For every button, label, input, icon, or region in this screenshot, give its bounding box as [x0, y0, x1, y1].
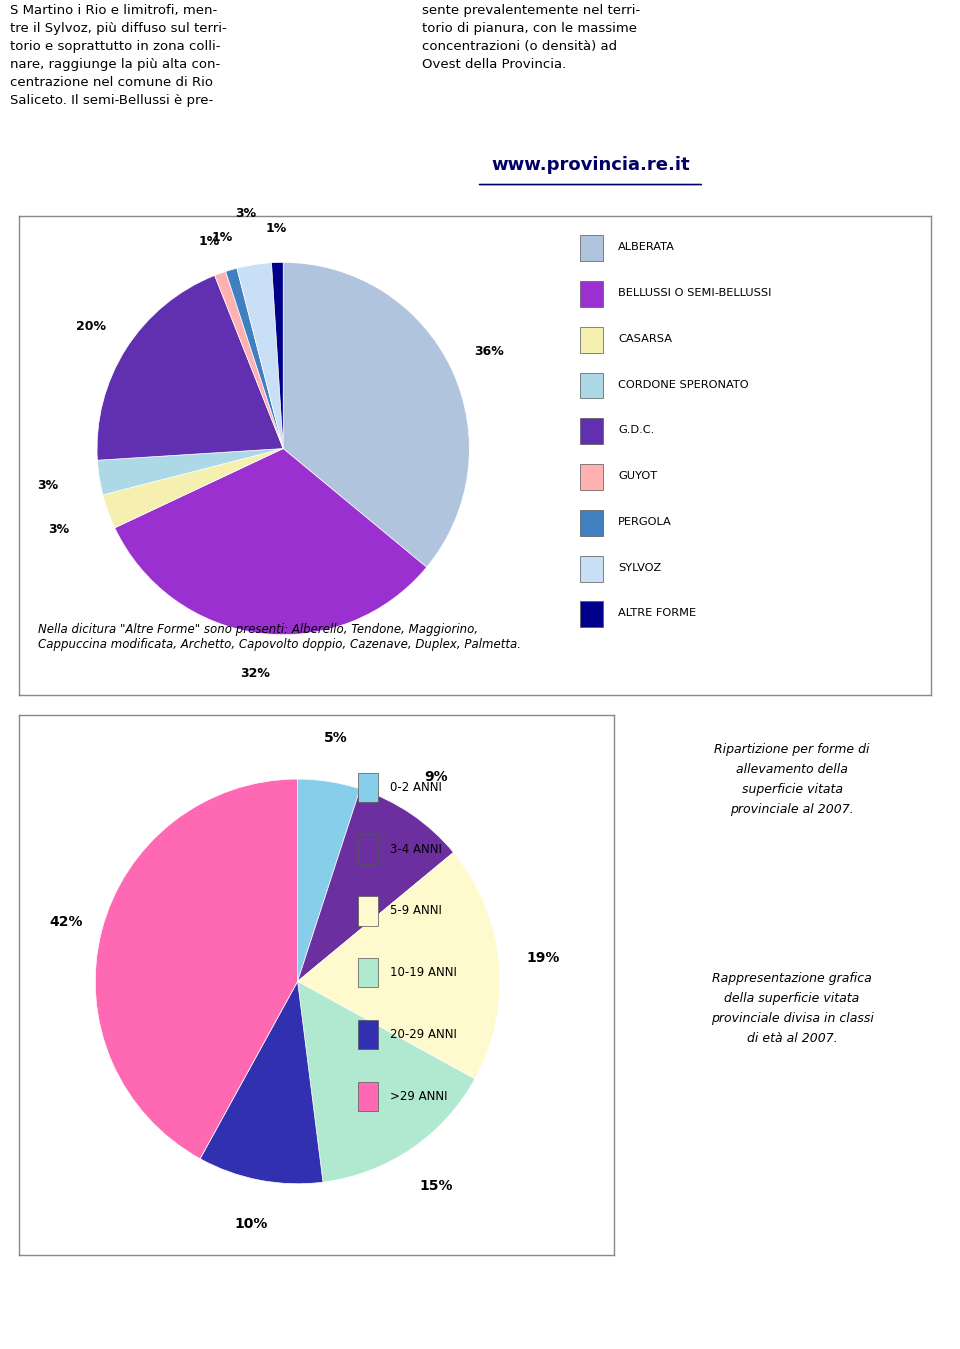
Bar: [358, 835, 377, 863]
Bar: [580, 556, 604, 581]
Text: 1%: 1%: [266, 223, 287, 236]
Text: SYLVOZ: SYLVOZ: [618, 563, 661, 572]
Bar: [580, 418, 604, 444]
Wedge shape: [283, 262, 469, 567]
Bar: [358, 897, 377, 925]
Bar: [580, 602, 604, 627]
Wedge shape: [115, 448, 426, 634]
Bar: [580, 372, 604, 398]
Text: ALBERATA: ALBERATA: [618, 243, 675, 252]
Wedge shape: [97, 275, 283, 460]
Text: S Martino i Rio e limitrofi, men-
tre il Sylvoz, più diffuso sul terri-
torio e : S Martino i Rio e limitrofi, men- tre il…: [10, 4, 227, 107]
Text: Ripartizione per forme di
allevamento della
superficie vitata
provinciale al 200: Ripartizione per forme di allevamento de…: [714, 742, 870, 816]
Text: 1%: 1%: [211, 231, 232, 244]
Wedge shape: [200, 982, 323, 1183]
Text: 1%: 1%: [198, 235, 220, 248]
Bar: [358, 1082, 377, 1112]
Text: 0-2 ANNI: 0-2 ANNI: [390, 781, 442, 793]
Text: 5%: 5%: [324, 731, 348, 745]
Text: 3%: 3%: [48, 523, 69, 536]
Text: 5-9 ANNI: 5-9 ANNI: [390, 904, 442, 917]
Text: 3-4 ANNI: 3-4 ANNI: [390, 843, 442, 855]
Text: Rappresentazione grafica
della superficie vitata
provinciale divisa in classi
di: Rappresentazione grafica della superfici…: [710, 971, 874, 1045]
Text: PERGOLA: PERGOLA: [618, 517, 672, 527]
Wedge shape: [103, 448, 283, 527]
Bar: [580, 235, 604, 262]
Bar: [358, 773, 377, 801]
Text: www.provincia.re.it: www.provincia.re.it: [492, 156, 689, 174]
Wedge shape: [298, 853, 500, 1079]
Text: 10%: 10%: [234, 1217, 268, 1230]
Wedge shape: [215, 271, 283, 448]
Text: GUYOT: GUYOT: [618, 471, 657, 482]
Wedge shape: [237, 263, 283, 448]
Text: BELLUSSI O SEMI-BELLUSSI: BELLUSSI O SEMI-BELLUSSI: [618, 287, 772, 298]
Bar: [580, 326, 604, 352]
Text: Nella dicitura "Altre Forme" sono presenti: Alberello, Tendone, Maggiorino,
Capp: Nella dicitura "Altre Forme" sono presen…: [38, 623, 521, 652]
Text: CORDONE SPERONATO: CORDONE SPERONATO: [618, 379, 749, 390]
Bar: [358, 1020, 377, 1050]
Wedge shape: [298, 789, 453, 982]
Wedge shape: [272, 262, 283, 448]
Text: 32%: 32%: [240, 668, 270, 680]
Text: CASARSA: CASARSA: [618, 333, 672, 344]
Text: 20-29 ANNI: 20-29 ANNI: [390, 1028, 457, 1041]
Text: G.D.C.: G.D.C.: [618, 425, 654, 436]
Bar: [580, 464, 604, 490]
Text: 10-19 ANNI: 10-19 ANNI: [390, 966, 457, 979]
Wedge shape: [298, 778, 360, 982]
Text: 19%: 19%: [527, 951, 560, 965]
Text: sente prevalentemente nel terri-
torio di pianura, con le massime
concentrazioni: sente prevalentemente nel terri- torio d…: [422, 4, 640, 71]
Text: 15%: 15%: [420, 1179, 453, 1193]
Text: 3%: 3%: [37, 479, 59, 492]
Text: 11: 11: [892, 1215, 919, 1234]
Bar: [580, 510, 604, 536]
Text: 20%: 20%: [77, 320, 107, 333]
Text: 42%: 42%: [50, 915, 84, 929]
Wedge shape: [298, 982, 475, 1182]
Bar: [358, 958, 377, 987]
Text: 3%: 3%: [235, 206, 256, 220]
Wedge shape: [95, 778, 298, 1159]
Wedge shape: [97, 448, 283, 495]
Text: ALTRE FORME: ALTRE FORME: [618, 608, 696, 618]
Text: 9%: 9%: [424, 770, 448, 784]
Bar: [580, 281, 604, 308]
Text: >29 ANNI: >29 ANNI: [390, 1090, 447, 1103]
Wedge shape: [226, 268, 283, 448]
Text: 36%: 36%: [474, 345, 504, 359]
